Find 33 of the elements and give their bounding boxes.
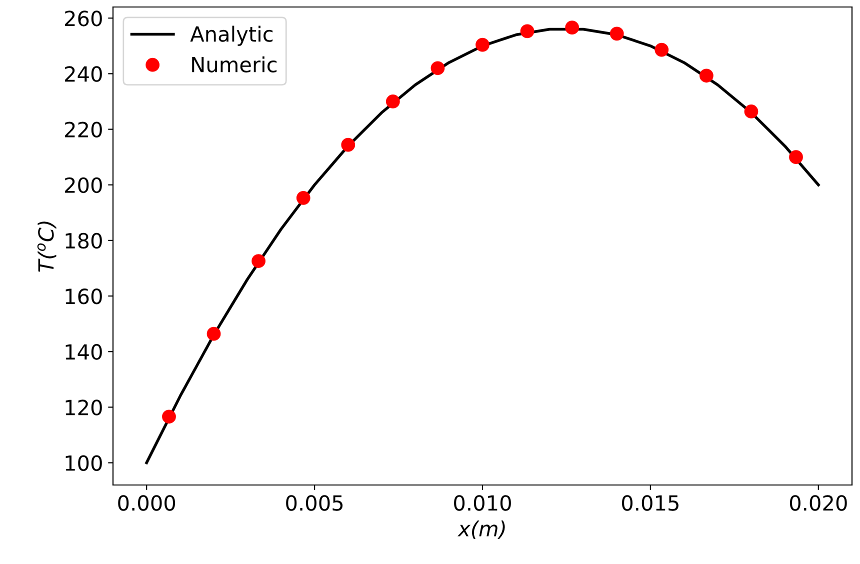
point xyxy=(744,104,758,118)
point xyxy=(520,24,534,38)
point xyxy=(162,410,176,424)
point xyxy=(565,20,580,35)
x-tick-label: 0.015 xyxy=(622,495,678,511)
point xyxy=(789,150,803,164)
point xyxy=(386,94,400,108)
y-tick-label: 200 xyxy=(65,177,102,194)
point xyxy=(430,61,445,76)
point xyxy=(296,190,310,205)
point xyxy=(252,254,266,268)
y-tick-label: 220 xyxy=(65,122,102,138)
y-axis-title: T($^{o}$C) xyxy=(37,222,56,272)
x-tick-label: 0.005 xyxy=(286,495,343,511)
y-tick-label: 160 xyxy=(66,288,102,304)
x-axis-title: x(m) xyxy=(458,520,505,540)
y-tick-label: 180 xyxy=(66,232,102,249)
legend-label: Analytic xyxy=(190,26,273,46)
point xyxy=(476,38,490,52)
point xyxy=(700,68,714,83)
point xyxy=(341,138,356,152)
y-tick-label: 140 xyxy=(66,344,102,360)
y-tick-label: 240 xyxy=(65,66,102,82)
x-tick-label: 0.000 xyxy=(118,495,176,511)
point xyxy=(654,42,669,57)
legend-label: Numeric xyxy=(192,56,276,72)
point xyxy=(610,26,624,41)
y-tick-label: 260 xyxy=(65,10,102,26)
y-tick-label: 120 xyxy=(66,400,102,416)
x-tick-label: 0.010 xyxy=(454,495,511,511)
y-tick-label: 100 xyxy=(66,455,102,471)
x-tick-label: 0.020 xyxy=(790,495,847,511)
point xyxy=(206,326,221,341)
